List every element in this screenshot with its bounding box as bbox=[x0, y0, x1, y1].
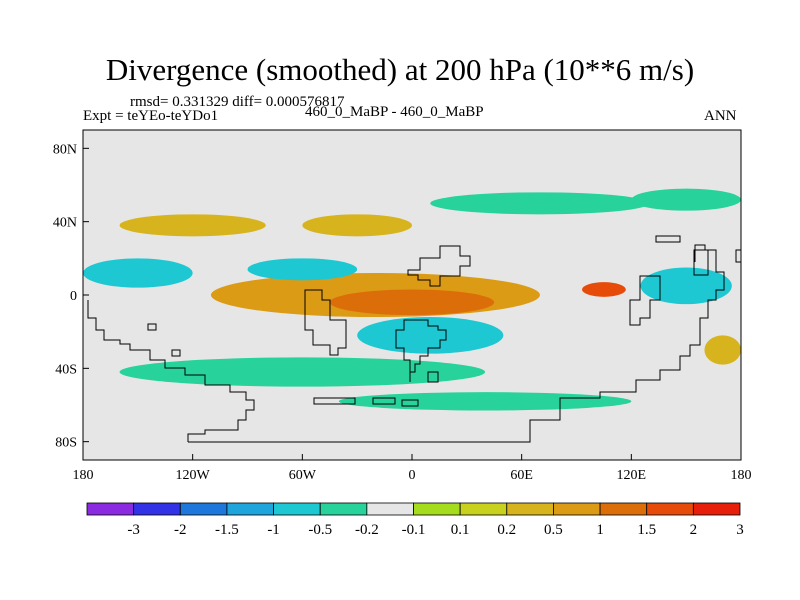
field-blob-3 bbox=[329, 289, 495, 316]
colorbar-swatch bbox=[553, 502, 601, 516]
x-tick-label: 180 bbox=[73, 468, 94, 483]
field-blob-6 bbox=[247, 258, 358, 281]
coastline-islands bbox=[147, 249, 741, 407]
x-tick-label: 60E bbox=[510, 468, 533, 483]
colorbar-swatch bbox=[319, 502, 368, 516]
colorbar-swatch bbox=[179, 502, 228, 516]
season-label: ANN bbox=[704, 108, 737, 124]
colorbar-swatch bbox=[413, 502, 461, 516]
colorbar-label: 1 bbox=[596, 522, 604, 538]
field-blob-10 bbox=[338, 392, 632, 411]
colorbar-swatch bbox=[86, 502, 135, 516]
x-tick-label: 0 bbox=[409, 468, 416, 483]
field-blob-0 bbox=[119, 214, 266, 237]
coastline-antarctica bbox=[87, 244, 725, 443]
x-tick-label: 60W bbox=[289, 468, 317, 483]
colorbar-label: -2 bbox=[174, 522, 187, 538]
coastline-southamerica bbox=[304, 289, 347, 356]
colorbar-swatch bbox=[273, 502, 321, 516]
y-tick-label: 40S bbox=[55, 362, 77, 377]
colorbar-swatch bbox=[646, 502, 694, 516]
plot-title: Divergence (smoothed) at 200 hPa (10**6 … bbox=[105, 52, 695, 87]
colorbar-swatch bbox=[599, 502, 648, 516]
colorbar-label: 0.5 bbox=[544, 522, 563, 538]
y-tick-label: 80S bbox=[55, 436, 77, 451]
colorbar-label: 0.1 bbox=[451, 522, 470, 538]
field-blob-7 bbox=[357, 317, 504, 354]
colorbar-label: 2 bbox=[690, 522, 698, 538]
colorbar-swatch bbox=[133, 502, 181, 516]
colorbar-label: -3 bbox=[127, 522, 140, 538]
colorbar-label: -0.2 bbox=[355, 522, 379, 538]
colorbar: -3 -2 -1.5 -1 -0.5 -0.2 -0.1 0.1 0.2 0.5 1 1.5 2 3 bbox=[86, 502, 744, 538]
colorbar-swatch bbox=[459, 502, 508, 516]
y-tick-label: 80N bbox=[53, 142, 77, 157]
colorbar-swatch bbox=[366, 502, 414, 516]
colorbar-label: 1.5 bbox=[637, 522, 656, 538]
field-blob-5 bbox=[83, 258, 193, 288]
colorbar-label: -0.1 bbox=[402, 522, 426, 538]
field-blob-8 bbox=[640, 267, 732, 305]
field-blob-13 bbox=[704, 335, 741, 365]
field-blob-4 bbox=[581, 282, 626, 297]
colorbar-swatch bbox=[692, 502, 741, 516]
experiment-label: Expt = teYEo-teYDo1 bbox=[83, 108, 219, 124]
x-tick-label: 120W bbox=[176, 468, 211, 483]
colorbar-label: -1 bbox=[267, 522, 280, 538]
colorbar-label: 3 bbox=[736, 522, 744, 538]
case-label: 460_0_MaBP - 460_0_MaBP bbox=[305, 104, 484, 120]
field-blob-11 bbox=[430, 192, 650, 215]
y-axis: 80N 40N 0 40S 80S bbox=[53, 142, 89, 451]
x-axis: 180 120W 60W 0 60E 120E 180 bbox=[73, 454, 752, 483]
field-blob-9 bbox=[119, 357, 486, 387]
coastline-layer bbox=[87, 235, 741, 443]
colorbar-label: -0.5 bbox=[308, 522, 332, 538]
stats-text: rmsd= 0.331329 diff= 0.000576817 bbox=[130, 94, 345, 110]
field-blob-12 bbox=[631, 188, 741, 211]
coastline-africa-south bbox=[395, 319, 447, 383]
x-tick-label: 180 bbox=[731, 468, 752, 483]
x-tick-label: 120E bbox=[617, 468, 647, 483]
field-blob-1 bbox=[302, 214, 412, 237]
colorbar-swatch bbox=[506, 502, 554, 516]
colorbar-swatch bbox=[226, 502, 274, 516]
y-tick-label: 40N bbox=[53, 216, 77, 231]
coastline-land-north bbox=[407, 235, 709, 326]
colorbar-label: -1.5 bbox=[215, 522, 239, 538]
y-tick-label: 0 bbox=[70, 289, 77, 304]
colorbar-label: 0.2 bbox=[497, 522, 516, 538]
